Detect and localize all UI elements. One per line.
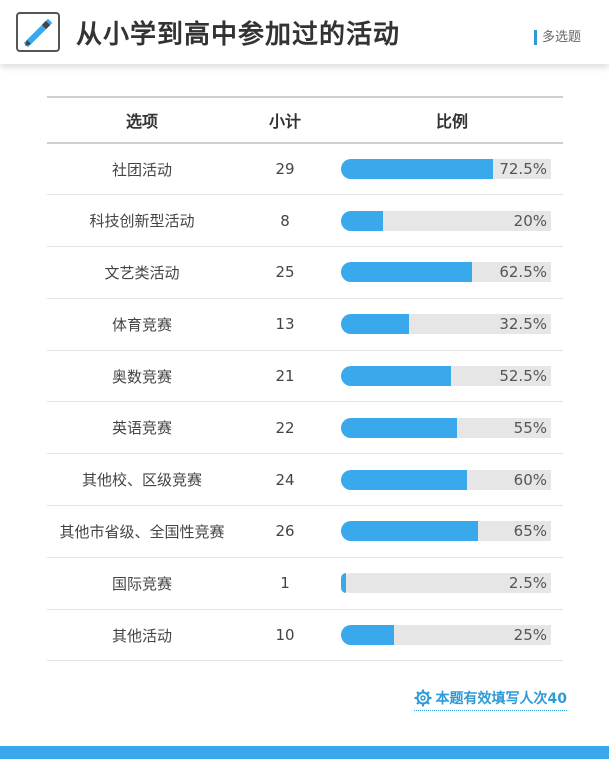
- table-row: 其他校、区级竞赛 24 60%: [47, 453, 563, 507]
- ratio-bar-fill: [341, 625, 394, 646]
- table-row: 体育竞赛 13 32.5%: [47, 298, 563, 351]
- ratio-percent-label: 65%: [513, 522, 547, 541]
- ratio-bar-fill: [341, 573, 347, 594]
- ratio-bar-track: 25%: [341, 625, 551, 646]
- ratio-bar-track: 52.5%: [341, 366, 551, 387]
- table-row: 英语竞赛 22 55%: [47, 401, 563, 455]
- ratio-percent-label: 2.5%: [508, 574, 547, 593]
- ratio-percent-label: 72.5%: [499, 160, 547, 179]
- ratio-cell: 32.5%: [333, 298, 563, 351]
- ratio-bar-track: 32.5%: [341, 314, 551, 335]
- ratio-cell: 60%: [333, 453, 563, 507]
- table-row: 其他活动 10 25%: [47, 609, 563, 662]
- ratio-cell: 65%: [333, 505, 563, 558]
- ratio-cell: 72.5%: [333, 143, 563, 196]
- ratio-bar-fill: [341, 521, 478, 542]
- ratio-bar-fill: [341, 469, 467, 490]
- option-label: 社团活动: [47, 143, 237, 196]
- ratio-bar-track: 62.5%: [341, 262, 551, 283]
- option-label: 英语竞赛: [47, 401, 237, 455]
- count-value: 13: [237, 298, 333, 351]
- ratio-percent-label: 52.5%: [499, 367, 547, 386]
- ratio-percent-label: 60%: [513, 470, 547, 489]
- ratio-cell: 20%: [333, 194, 563, 248]
- ratio-bar-track: 72.5%: [341, 159, 551, 180]
- table-row: 社团活动 29 72.5%: [47, 143, 563, 196]
- count-value: 21: [237, 350, 333, 403]
- ratio-bar-fill: [341, 366, 452, 387]
- table-row: 国际竞赛 1 2.5%: [47, 557, 563, 610]
- ratio-bar-fill: [341, 417, 457, 438]
- count-value: 22: [237, 401, 333, 455]
- bottom-accent-bar: [0, 746, 609, 759]
- option-label: 体育竞赛: [47, 298, 237, 351]
- gear-icon: [414, 689, 432, 707]
- table-row: 文艺类活动 25 62.5%: [47, 246, 563, 299]
- ratio-percent-label: 32.5%: [499, 315, 547, 334]
- count-value: 25: [237, 246, 333, 299]
- ratio-bar-fill: [341, 262, 473, 283]
- table-row: 奥数竞赛 21 52.5%: [47, 350, 563, 403]
- option-label: 科技创新型活动: [47, 194, 237, 248]
- count-value: 8: [237, 194, 333, 248]
- table-row: 其他市省级、全国性竞赛 26 65%: [47, 505, 563, 558]
- edit-pencil-icon: [16, 12, 60, 52]
- ratio-cell: 25%: [333, 609, 563, 662]
- option-label: 国际竞赛: [47, 557, 237, 610]
- option-label: 文艺类活动: [47, 246, 237, 299]
- ratio-bar-track: 60%: [341, 469, 551, 490]
- count-value: 24: [237, 453, 333, 507]
- option-label: 其他活动: [47, 609, 237, 662]
- table-header-row: 选项 小计 比例: [47, 96, 563, 144]
- count-value: 1: [237, 557, 333, 610]
- header: 从小学到高中参加过的活动 多选题: [0, 0, 609, 64]
- page-title: 从小学到高中参加过的活动: [76, 20, 401, 50]
- valid-responses-note[interactable]: 本题有效填写人次40: [413, 688, 567, 711]
- column-header-ratio: 比例: [333, 96, 563, 144]
- option-label: 其他市省级、全国性竞赛: [47, 505, 237, 558]
- question-type-badge: 多选题: [533, 30, 581, 45]
- column-header-count: 小计: [237, 96, 333, 144]
- ratio-percent-label: 25%: [513, 626, 547, 645]
- table-row: 科技创新型活动 8 20%: [47, 194, 563, 248]
- ratio-bar-fill: [341, 159, 494, 180]
- ratio-percent-label: 62.5%: [499, 263, 547, 282]
- ratio-cell: 62.5%: [333, 246, 563, 299]
- option-label: 奥数竞赛: [47, 350, 237, 403]
- option-label: 其他校、区级竞赛: [47, 453, 237, 507]
- column-header-option: 选项: [47, 96, 237, 144]
- results-table: 选项 小计 比例 社团活动 29 72.5% 科技创新型活动 8 20% 文艺类活动 25 62…: [47, 96, 563, 662]
- ratio-bar-fill: [341, 210, 383, 231]
- ratio-percent-label: 20%: [513, 211, 547, 230]
- count-value: 26: [237, 505, 333, 558]
- ratio-bar-track: 55%: [341, 417, 551, 438]
- ratio-cell: 2.5%: [333, 557, 563, 610]
- valid-responses-text: 本题有效填写人次40: [435, 691, 567, 707]
- ratio-bar-fill: [341, 314, 410, 335]
- ratio-cell: 55%: [333, 401, 563, 455]
- ratio-bar-track: 20%: [341, 210, 551, 231]
- count-value: 29: [237, 143, 333, 196]
- ratio-percent-label: 55%: [513, 418, 547, 437]
- ratio-bar-track: 65%: [341, 521, 551, 542]
- ratio-bar-track: 2.5%: [341, 573, 551, 594]
- count-value: 10: [237, 609, 333, 662]
- ratio-cell: 52.5%: [333, 350, 563, 403]
